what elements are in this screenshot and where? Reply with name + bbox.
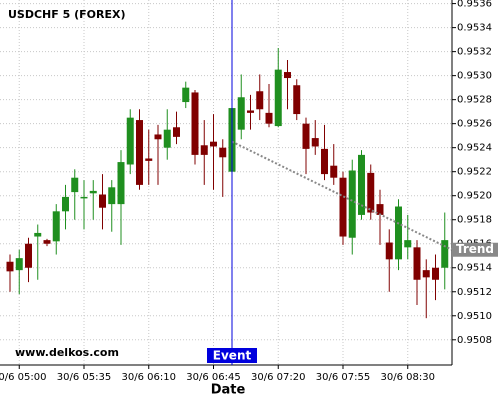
candle-body xyxy=(182,87,190,103)
candle-body xyxy=(89,190,97,194)
x-axis-label: Date xyxy=(211,383,246,398)
candle-body xyxy=(173,127,180,137)
candle-body xyxy=(348,170,356,238)
candle-body xyxy=(71,177,79,193)
event-label-box xyxy=(207,348,257,363)
x-tick-label: 30/6 05:35 xyxy=(57,372,111,383)
y-tick-label: 0.9534 xyxy=(457,23,492,34)
candles xyxy=(6,48,449,319)
trend-line xyxy=(231,140,453,251)
candle-body xyxy=(145,158,153,161)
candle-body xyxy=(265,112,273,124)
candle-body xyxy=(99,194,106,208)
candle-body xyxy=(62,196,69,212)
candle-body xyxy=(358,154,365,215)
y-tick-label: 0.9508 xyxy=(457,335,492,346)
candle-body xyxy=(126,117,134,165)
y-tick-label: 0.9518 xyxy=(457,215,492,226)
candle-body xyxy=(422,270,430,278)
y-tick-label: 0.9536 xyxy=(457,0,492,10)
event-label: Event xyxy=(213,349,252,363)
trend-label: Trend xyxy=(456,242,494,256)
x-tick-label: 30/6 06:45 xyxy=(186,372,240,383)
candle-body xyxy=(219,147,227,158)
candle-body xyxy=(117,162,125,205)
candle-body xyxy=(163,129,171,148)
candle-body xyxy=(43,240,51,244)
candle-body xyxy=(339,177,347,237)
candle-body xyxy=(108,187,116,205)
x-tick-label: 30/6 05:00 xyxy=(0,372,46,383)
y-tick-label: 0.9530 xyxy=(457,71,492,82)
candle-body xyxy=(15,258,23,271)
candle-body xyxy=(367,172,375,213)
candle-body xyxy=(237,97,245,130)
candle-body xyxy=(25,243,32,268)
candle-body xyxy=(302,123,310,149)
candle-body xyxy=(385,242,393,260)
y-tick-label: 0.9514 xyxy=(457,263,492,274)
y-tick-label: 0.9532 xyxy=(457,47,492,58)
candle-body xyxy=(321,148,328,175)
candle-body xyxy=(34,232,42,237)
candle-body xyxy=(6,261,14,272)
watermark: www.delkos.com xyxy=(15,346,119,359)
y-tick-label: 0.9510 xyxy=(457,311,492,322)
x-tick-label: 30/6 08:30 xyxy=(381,372,435,383)
candle-body xyxy=(311,138,319,147)
candle-body xyxy=(284,72,291,79)
candle-body xyxy=(293,85,301,115)
candle-body xyxy=(274,69,282,127)
y-tick-label: 0.9524 xyxy=(457,143,492,154)
candle-body xyxy=(330,165,338,178)
candle-body xyxy=(256,91,264,110)
candle-body xyxy=(136,120,143,185)
candle-body xyxy=(200,145,208,155)
candle-body xyxy=(52,211,60,242)
y-tick-label: 0.9512 xyxy=(457,287,492,298)
x-tick-label: 30/6 07:55 xyxy=(316,372,370,383)
candle-body xyxy=(404,240,412,248)
candle-body xyxy=(413,247,421,280)
grid: 0.95080.95100.95120.95140.95160.95180.95… xyxy=(0,0,492,383)
candle-body xyxy=(154,134,162,140)
y-tick-label: 0.9528 xyxy=(457,95,492,106)
candle-body xyxy=(395,206,402,260)
trend-label-box xyxy=(452,242,498,257)
chart-title: USDCHF 5 (FOREX) xyxy=(8,8,125,21)
overlay: Trend Event xyxy=(207,0,498,365)
y-tick-label: 0.9522 xyxy=(457,167,492,178)
candle-body xyxy=(376,204,384,215)
y-tick-label: 0.9526 xyxy=(457,119,492,130)
candle-body xyxy=(441,240,449,268)
candle-body xyxy=(191,92,199,155)
candle-body xyxy=(247,110,254,113)
candle-body xyxy=(80,196,88,199)
candle-body xyxy=(210,141,217,147)
candle-body xyxy=(432,267,439,280)
y-tick-label: 0.9520 xyxy=(457,191,492,202)
x-tick-label: 30/6 07:20 xyxy=(251,372,305,383)
x-tick-label: 30/6 06:10 xyxy=(122,372,176,383)
